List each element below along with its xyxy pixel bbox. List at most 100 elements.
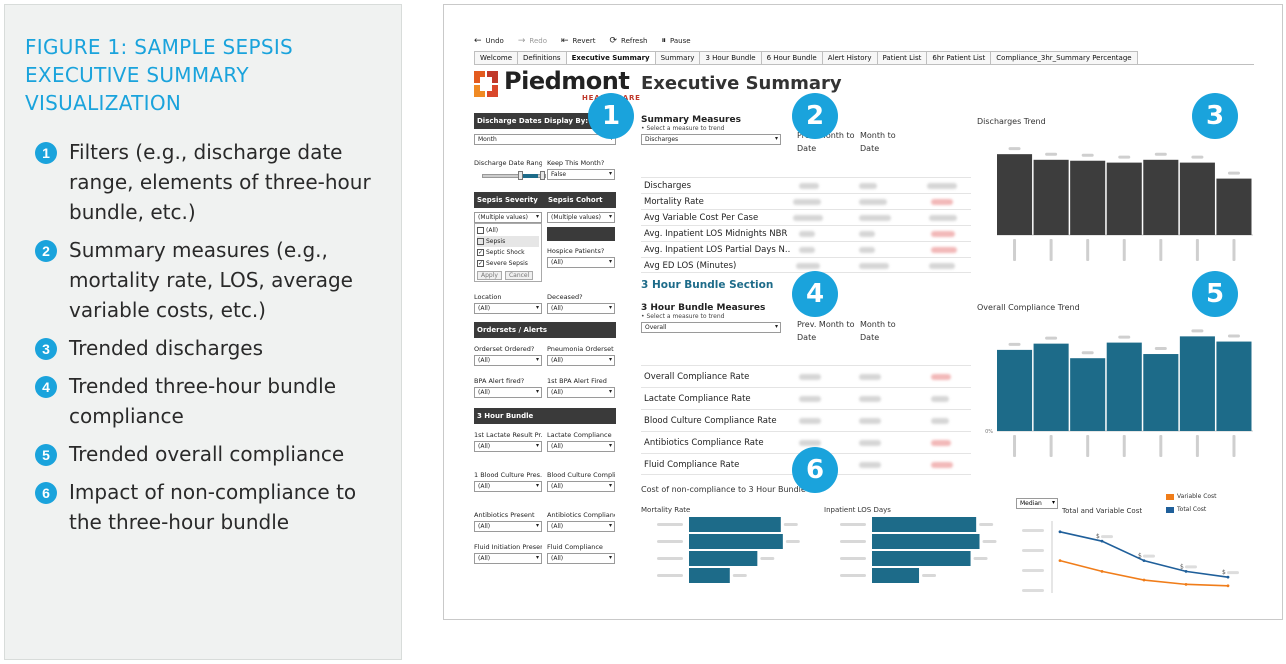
tab-welcome[interactable]: Welcome <box>474 51 519 64</box>
table-row[interactable]: Avg ED LOS (Minutes) <box>641 257 971 273</box>
severity-select[interactable]: (Multiple values) <box>474 212 542 223</box>
chart-bar[interactable] <box>997 154 1033 235</box>
pneumonia-label: Pneumonia Orderset ... <box>547 345 615 353</box>
abx-comp-select[interactable]: (All) <box>547 521 615 532</box>
cohort-select[interactable]: (Multiple values) <box>547 212 615 223</box>
los-chart-title: Inpatient LOS Days <box>824 506 891 514</box>
chart-bar[interactable] <box>872 534 980 549</box>
tab-executive-summary[interactable]: Executive Summary <box>565 51 656 64</box>
chart-bar[interactable] <box>872 517 977 532</box>
table-row[interactable]: Mortality Rate <box>641 193 971 209</box>
chart-bar[interactable] <box>872 551 971 566</box>
chart-bar[interactable] <box>997 349 1033 431</box>
data-point[interactable] <box>1100 539 1104 543</box>
chart-bar[interactable] <box>1143 354 1179 431</box>
revert-button[interactable]: ⇤ Revert <box>560 36 596 46</box>
fluid-init-select[interactable]: (All) <box>474 553 542 564</box>
option-severe-sepsis[interactable]: ✓ Severe Sepsis <box>477 260 528 267</box>
blood-comp-select[interactable]: (All) <box>547 481 615 492</box>
table-row[interactable]: Overall Compliance Rate <box>641 365 971 387</box>
orderset-select[interactable]: (All) <box>474 355 542 366</box>
location-select[interactable]: (All) <box>474 303 542 314</box>
x-tick-label <box>1086 435 1090 457</box>
data-point[interactable] <box>1058 530 1062 534</box>
data-point[interactable] <box>1226 584 1230 588</box>
table-row[interactable]: Discharges <box>641 177 971 193</box>
date-range-slider[interactable] <box>474 170 546 180</box>
slider-handle-start[interactable] <box>518 171 523 180</box>
bar-value-label <box>760 557 775 560</box>
cost-series-line[interactable] <box>1059 531 1229 578</box>
table-row[interactable]: Avg. Inpatient LOS Partial Days N.. <box>641 241 971 257</box>
tab-6hr-patient-list[interactable]: 6hr Patient List <box>926 51 992 64</box>
keep-month-select[interactable]: False <box>547 169 615 180</box>
chart-bar[interactable] <box>1216 341 1252 431</box>
bundle-measure-select[interactable]: Overall <box>641 322 781 333</box>
chart-bar[interactable] <box>1179 162 1215 235</box>
pause-button[interactable]: ⏸ Pause <box>661 36 691 46</box>
y-tick-label: 0% <box>985 429 993 435</box>
tab-definitions[interactable]: Definitions <box>517 51 567 64</box>
table-row[interactable]: Antibiotics Compliance Rate <box>641 431 971 453</box>
tab-patient-list[interactable]: Patient List <box>876 51 928 64</box>
blood-pres-select[interactable]: (All) <box>474 481 542 492</box>
pneumonia-select[interactable]: (All) <box>547 355 615 366</box>
chart-bar[interactable] <box>689 534 783 549</box>
slider-handle-end[interactable] <box>540 171 545 180</box>
data-point[interactable] <box>1226 575 1230 579</box>
redo-button[interactable]: → Redo <box>517 36 547 46</box>
tab-compliance-summary[interactable]: Compliance_3hr_Summary Percentage <box>990 51 1138 64</box>
discharge-display-select[interactable]: Month <box>474 134 616 145</box>
tab-3-hour-bundle[interactable]: 3 Hour Bundle <box>699 51 762 64</box>
chart-bar[interactable] <box>1106 342 1142 431</box>
data-point[interactable] <box>1100 570 1104 573</box>
cancel-button[interactable]: Cancel <box>504 271 534 280</box>
hospice-select[interactable]: (All) <box>547 257 615 268</box>
tab-6-hour-bundle[interactable]: 6 Hour Bundle <box>760 51 823 64</box>
apply-button[interactable]: Apply <box>477 271 502 280</box>
lactate-comp-select[interactable]: (All) <box>547 441 615 452</box>
bundle-measures-subtitle: • Select a measure to trend <box>641 313 725 320</box>
data-point[interactable] <box>1058 559 1062 562</box>
deceased-select[interactable]: (All) <box>547 303 615 314</box>
chart-bar[interactable] <box>689 568 730 583</box>
data-point[interactable] <box>1184 582 1188 586</box>
refresh-button[interactable]: ⟳ Refresh <box>609 36 648 46</box>
table-row[interactable]: Avg. Inpatient LOS Midnights NBR <box>641 225 971 241</box>
summary-measure-select[interactable]: Discharges <box>641 134 781 145</box>
table-row[interactable]: Lactate Compliance Rate <box>641 387 971 409</box>
option-all[interactable]: (All) <box>477 225 539 236</box>
bpa1-select[interactable]: (All) <box>547 387 615 398</box>
table-row[interactable]: Blood Culture Compliance Rate <box>641 409 971 431</box>
chart-bar[interactable] <box>1070 358 1106 431</box>
chart-bar[interactable] <box>689 517 781 532</box>
data-point[interactable] <box>1184 570 1188 573</box>
chart-bar[interactable] <box>1033 159 1069 235</box>
data-point[interactable] <box>1142 559 1146 562</box>
tab-summary[interactable]: Summary <box>654 51 701 64</box>
median-select[interactable]: Median <box>1016 498 1058 509</box>
hospice-label: Hospice Patients? <box>547 247 605 255</box>
chart-bar[interactable] <box>1033 343 1069 431</box>
chart-bar[interactable] <box>1216 178 1252 235</box>
table-row[interactable]: Avg Variable Cost Per Case <box>641 209 971 225</box>
bpa-select[interactable]: (All) <box>474 387 542 398</box>
option-sepsis[interactable]: Sepsis <box>477 236 539 247</box>
checkbox-icon <box>477 238 484 245</box>
tab-alert-history[interactable]: Alert History <box>821 51 878 64</box>
option-septic-shock[interactable]: ✓ Septic Shock <box>477 249 525 256</box>
total-variable-cost-chart: $ $ $ $ <box>1022 521 1239 593</box>
lactate-result-select[interactable]: (All) <box>474 441 542 452</box>
chart-bar[interactable] <box>1070 160 1106 235</box>
chart-bar[interactable] <box>872 568 920 583</box>
chart-bar[interactable] <box>1179 336 1215 431</box>
fluid-comp-select[interactable]: (All) <box>547 553 615 564</box>
abx-present-select[interactable]: (All) <box>474 521 542 532</box>
data-point[interactable] <box>1142 578 1146 582</box>
undo-button[interactable]: ← Undo <box>474 36 504 46</box>
chart-bar[interactable] <box>1106 162 1142 235</box>
cohort-header: Sepsis Cohort <box>545 192 616 208</box>
chart-bar[interactable] <box>1143 159 1179 235</box>
chart-bar[interactable] <box>689 551 758 566</box>
point-value-label: $ <box>1222 569 1226 576</box>
